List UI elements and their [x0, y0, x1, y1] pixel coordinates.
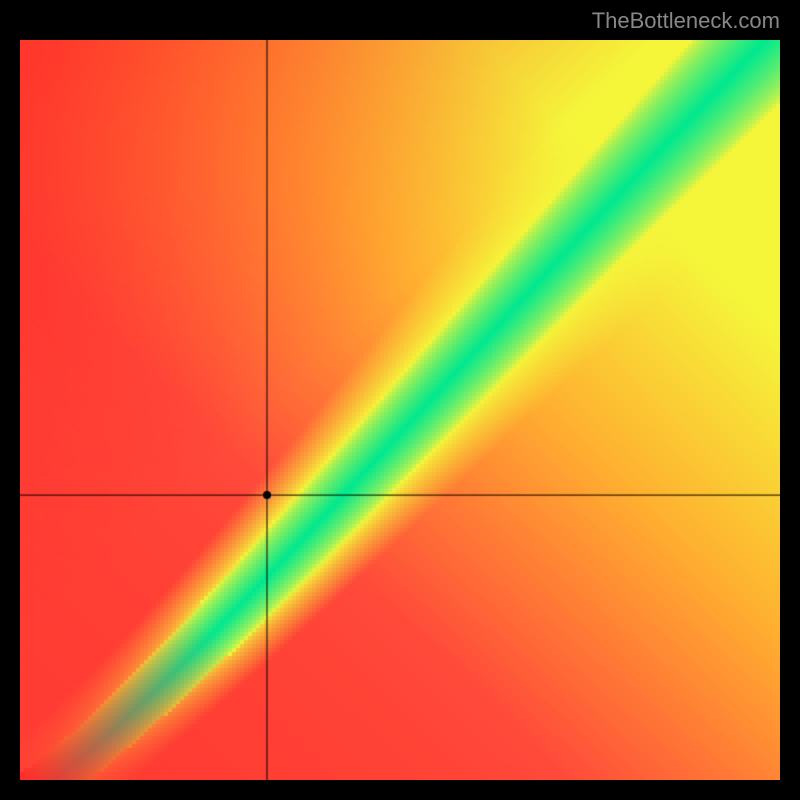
- watermark-text: TheBottleneck.com: [592, 8, 780, 34]
- heatmap-canvas: [20, 40, 780, 780]
- heatmap-chart: [20, 40, 780, 780]
- chart-container: TheBottleneck.com: [0, 0, 800, 800]
